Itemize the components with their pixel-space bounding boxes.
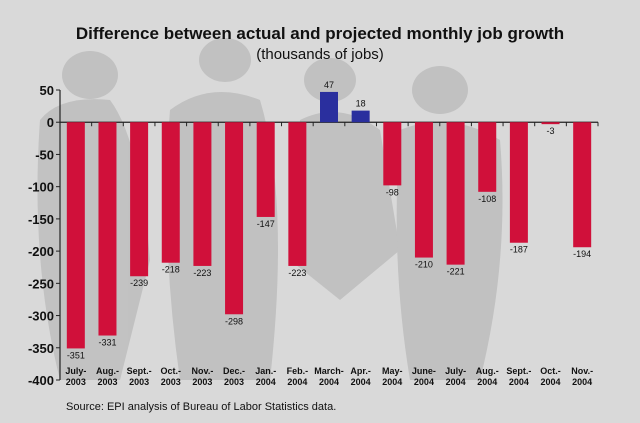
data-label: -218	[162, 265, 180, 275]
x-tick-label: June-	[412, 366, 436, 376]
data-label: -98	[386, 187, 399, 197]
x-tick-label: 2004	[572, 377, 592, 387]
y-tick-label: -150	[28, 212, 54, 227]
data-label: -210	[415, 260, 433, 270]
data-label: -147	[257, 219, 275, 229]
data-label: 18	[356, 99, 366, 109]
data-label: -187	[510, 245, 528, 255]
bar	[98, 122, 117, 336]
x-tick-label: 2004	[541, 377, 561, 387]
chart-title: Difference between actual and projected …	[75, 24, 565, 43]
x-tick-label: 2003	[161, 377, 181, 387]
x-tick-label: Sept.-	[506, 366, 531, 376]
x-tick-label: 2003	[192, 377, 212, 387]
data-label: -223	[288, 268, 306, 278]
y-tick-label: -400	[28, 373, 54, 388]
y-tick-label: 0	[47, 115, 54, 130]
data-label: -221	[447, 267, 465, 277]
x-tick-label: 2003	[66, 377, 86, 387]
x-tick-label: Apr.-	[350, 366, 371, 376]
bar	[66, 122, 85, 349]
bar	[288, 122, 307, 266]
x-tick-label: 2003	[97, 377, 117, 387]
x-tick-label: Jan.-	[255, 366, 276, 376]
bar	[573, 122, 592, 248]
bar	[509, 122, 528, 243]
y-tick-label: -350	[28, 341, 54, 356]
x-tick-label: 2004	[414, 377, 434, 387]
y-tick-label: -250	[28, 276, 54, 291]
x-tick-label: May-	[382, 366, 403, 376]
bar	[414, 122, 433, 258]
chart-subtitle: (thousands of jobs)	[256, 46, 384, 63]
x-tick-label: 2003	[129, 377, 149, 387]
x-tick-label: Nov.-	[191, 366, 213, 376]
bar	[193, 122, 212, 266]
data-label: -3	[547, 126, 555, 136]
bar	[383, 122, 402, 186]
data-label: -298	[225, 316, 243, 326]
x-tick-label: July-	[445, 366, 466, 376]
x-tick-label: 2004	[256, 377, 276, 387]
x-tick-label: 2004	[319, 377, 339, 387]
x-tick-label: 2004	[509, 377, 529, 387]
x-tick-label: 2004	[382, 377, 402, 387]
y-tick-label: -300	[28, 309, 54, 324]
x-tick-label: Aug.-	[476, 366, 499, 376]
data-label: -331	[98, 338, 116, 348]
data-label: 47	[324, 80, 334, 90]
bar	[446, 122, 465, 265]
x-tick-label: March-	[314, 366, 344, 376]
bar	[320, 91, 338, 123]
x-tick-label: 2004	[477, 377, 497, 387]
x-tick-label: Nov.-	[571, 366, 593, 376]
bar	[225, 122, 244, 315]
y-tick-label: 50	[40, 83, 54, 98]
bar	[541, 122, 560, 125]
x-tick-label: 2004	[446, 377, 466, 387]
x-tick-label: Dec.-	[223, 366, 245, 376]
data-label: -239	[130, 278, 148, 288]
bar	[478, 122, 497, 192]
y-tick-label: -100	[28, 180, 54, 195]
x-tick-label: Oct.-	[161, 366, 182, 376]
y-tick-label: -50	[35, 147, 54, 162]
x-tick-label: Feb.-	[287, 366, 309, 376]
x-tick-label: 2003	[224, 377, 244, 387]
y-tick-label: -200	[28, 244, 54, 259]
data-label: -351	[67, 350, 85, 360]
x-tick-label: Sept.-	[127, 366, 152, 376]
bar	[130, 122, 149, 277]
x-tick-label: Aug.-	[96, 366, 119, 376]
source-note: Source: EPI analysis of Bureau of Labor …	[66, 401, 337, 413]
x-tick-label: Oct.-	[540, 366, 561, 376]
x-tick-label: 2004	[287, 377, 307, 387]
bar	[256, 122, 275, 217]
x-tick-label: 2004	[351, 377, 371, 387]
bar	[161, 122, 180, 263]
data-label: -223	[193, 268, 211, 278]
data-label: -194	[573, 249, 591, 259]
x-tick-label: July-	[65, 366, 86, 376]
bar	[351, 110, 370, 123]
data-label: -108	[478, 194, 496, 204]
